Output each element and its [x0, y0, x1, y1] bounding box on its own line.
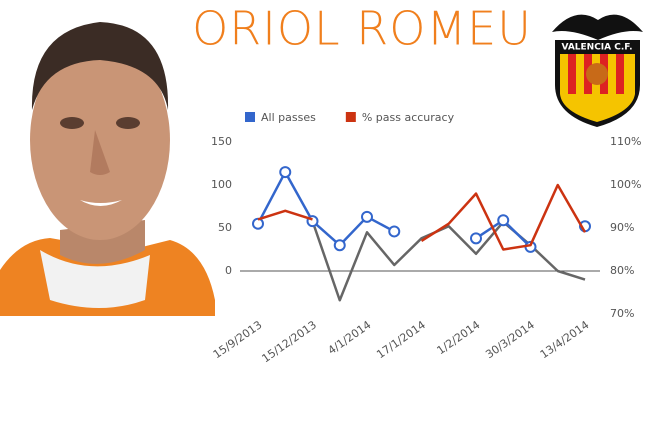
- legend-swatch: [245, 112, 255, 122]
- point-marker: [361, 210, 373, 223]
- club-logo: VALENCIA C.F.: [552, 14, 643, 127]
- y2-tick-label: 100%: [610, 178, 641, 191]
- club-name: VALENCIA C.F.: [561, 43, 632, 53]
- y2-tick-label: 110%: [610, 135, 641, 148]
- x-tick-label: 30/3/2014: [483, 318, 537, 361]
- legend-label: All passes: [261, 111, 316, 124]
- x-tick-label: 15/9/2013: [211, 318, 265, 361]
- x-tick-label: 4/1/2014: [326, 318, 374, 357]
- y2-tick-label: 70%: [610, 307, 634, 320]
- player-photo: [0, 22, 215, 316]
- legend-swatch: [345, 112, 356, 122]
- series-line: [257, 183, 587, 251]
- y-tick-label: 100: [211, 178, 232, 191]
- y-tick-label: 0: [225, 264, 232, 277]
- point-marker: [279, 166, 292, 179]
- x-tick-label: 1/2/2014: [435, 318, 483, 357]
- chart-title: ORIOL ROMEU: [192, 2, 532, 56]
- legend-label: % pass accuracy: [362, 111, 455, 124]
- point-marker: [388, 225, 401, 238]
- point-marker: [252, 217, 264, 230]
- series-line: [311, 220, 586, 302]
- y-tick-label: 50: [218, 221, 232, 234]
- y2-tick-label: 80%: [610, 264, 634, 277]
- point-marker: [333, 239, 346, 252]
- y-tick-label: 150: [211, 135, 232, 148]
- x-tick-label: 15/12/2013: [260, 318, 319, 365]
- x-tick-label: 13/4/2014: [538, 318, 592, 361]
- y2-tick-label: 90%: [610, 221, 634, 234]
- x-tick-label: 17/1/2014: [374, 318, 428, 361]
- point-marker: [497, 214, 510, 227]
- point-marker: [470, 232, 482, 245]
